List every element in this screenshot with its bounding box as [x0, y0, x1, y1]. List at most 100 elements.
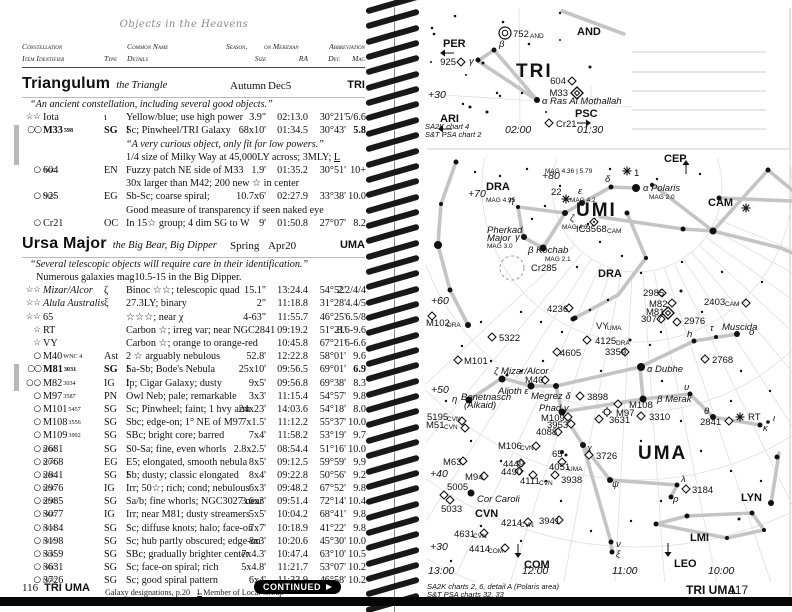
table-row: ○ NGC 925 EG Sb-Sc; coarse spiral; 10.7x6' 02:…: [22, 190, 366, 203]
galaxy-diamond-icon: [594, 414, 604, 424]
object-type: SG: [104, 562, 118, 574]
planetary-dot: [593, 221, 595, 223]
table-row: ○ NGC 3359 SG SBc; gradually brighter center…: [22, 548, 366, 561]
object-ra: 09:56.8: [277, 377, 308, 389]
star-dot: [762, 528, 766, 532]
object-details: 2 ☆ arguably nebulous: [126, 351, 221, 363]
object-type: SG: [104, 469, 118, 481]
object-ra: 08:54.4: [277, 443, 308, 455]
star-dot: [444, 399, 448, 403]
object-size: 7x4.3': [241, 549, 266, 560]
ra-radial-line: [698, 244, 792, 333]
chart-label: Phad γ: [539, 403, 570, 414]
object-ra: 09:48.2: [277, 483, 308, 495]
table-row: ○ NGC 2976 IG Irr; 50☆; rich; cond; nebulous…: [22, 482, 366, 495]
table-row: ☆ VY Carbon ☆; orange to orange-red 10:45.8…: [22, 337, 366, 350]
chart-label: 2768: [712, 355, 733, 366]
chart-label: η: [452, 394, 457, 405]
galaxy-diamond-icon: [741, 298, 751, 308]
object-type: IG: [104, 509, 115, 521]
chart-label: 3898: [587, 392, 608, 403]
star-dot: [637, 363, 645, 371]
ra-radial-line: [682, 258, 792, 427]
chart-label: ζ Mizar/Alcor: [494, 366, 549, 377]
star-dot: [609, 549, 615, 555]
galaxy-diamond-icon: [523, 517, 533, 527]
object-details: ! Sb; dusty; classic elongated: [126, 469, 239, 481]
chart-label: TRI: [516, 61, 553, 82]
object-id: M109 3992: [43, 430, 81, 442]
object-type: ι: [104, 112, 107, 124]
object-size: 2": [256, 298, 266, 310]
star-dot: [737, 517, 741, 521]
chart-label: 3631: [609, 415, 630, 426]
marker-icons: ○○: [27, 364, 42, 375]
star-dot: [469, 439, 473, 443]
object-mag: 9.9: [353, 456, 366, 468]
star-dot: [559, 39, 561, 41]
galaxy-diamond-icon: [566, 419, 576, 429]
direction-arrow-icon: [682, 160, 690, 165]
marker-icons: ☆: [33, 338, 41, 348]
object-mag: 9.7: [353, 430, 366, 442]
object-details: ! Ip; Cigar Galaxy; dusty: [126, 377, 222, 389]
star-dot: [757, 422, 763, 428]
star-dot: [624, 210, 630, 216]
object-type: SG: [104, 535, 118, 547]
chart-label: VY: [596, 321, 609, 332]
marker-icons: ○○: [26, 377, 41, 388]
object-dec: 54°57': [319, 390, 346, 402]
chart-label: χ: [586, 443, 593, 454]
object-type: EN: [104, 164, 118, 176]
object-id: NGC 2985: [43, 496, 64, 508]
chart-label: 3310: [649, 412, 670, 423]
chart-label: MAG 4.2: [570, 197, 596, 204]
object-ra: 11:15.4: [277, 390, 308, 402]
constellation-line: [769, 451, 781, 506]
object-size: 9x5': [248, 377, 266, 389]
star-dot: [606, 298, 610, 302]
object-size: 7x4': [248, 430, 266, 442]
object-type: SG: [104, 125, 118, 137]
object-dec: 69°01': [319, 364, 346, 376]
star-dot: [479, 320, 483, 324]
object-id: M101 5457: [43, 403, 81, 415]
chart-label: MAG 4.3: [562, 224, 588, 231]
marker-icons: ○○: [27, 125, 42, 136]
galaxy-diamond-icon: [613, 399, 623, 409]
object-details: In 15☆ group; 4 dim SG to W: [126, 217, 250, 229]
chart-label: h: [687, 329, 692, 340]
constellation-line: [467, 376, 558, 402]
star-dot: [759, 479, 763, 483]
chart-label: 5195: [427, 412, 448, 423]
object-ra: 11:18.8: [277, 298, 308, 310]
object-dec: 27°07': [319, 217, 346, 229]
table-row: ○ NGC 2768 EG E5; elongated, smooth nebula 8x…: [22, 456, 366, 469]
galaxy-diamond-icon: [445, 495, 455, 505]
chart-label: 925: [440, 57, 456, 68]
chart-label: ψ: [612, 479, 619, 490]
chart-label: 11:00: [612, 565, 638, 577]
chart-label: M63: [443, 457, 461, 468]
object-details: Binoc ☆☆; telescopic quad: [126, 285, 240, 297]
galaxy-diamond-icon: [458, 456, 468, 466]
table-row: ○ NGC 2841 SG ! Sb; dusty; classic elongated…: [22, 469, 366, 482]
object-id: NGC 3631: [43, 562, 64, 574]
star-dot: [760, 280, 764, 284]
object-details: Sc; diffuse knots; halo; face-on: [126, 522, 254, 534]
star-dot: [655, 177, 659, 181]
star-dot: [589, 529, 593, 533]
star-dot: [558, 184, 562, 188]
galaxy-diamond-icon: [554, 515, 564, 525]
chart-label: 752: [513, 29, 529, 40]
object-mag: 9.8: [353, 483, 366, 495]
galaxy-diamond-icon: [528, 470, 538, 480]
chart-label: 3726: [596, 451, 617, 462]
object-mag: 10.0: [348, 443, 366, 455]
object-ra: 10:47.4: [277, 549, 308, 560]
constellation-line: [641, 392, 762, 427]
chart-label: Benetnasch: [461, 392, 511, 403]
chart-label: DRA: [616, 340, 630, 347]
marker-icons: ○: [33, 351, 41, 362]
chart-label: M40: [525, 375, 543, 386]
